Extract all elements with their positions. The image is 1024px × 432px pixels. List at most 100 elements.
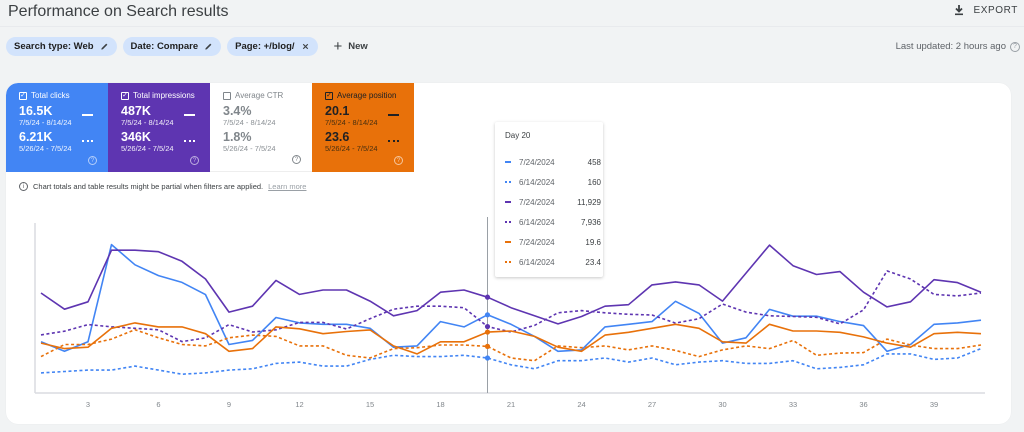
help-icon[interactable]: ? [394, 156, 403, 165]
help-icon[interactable]: ? [190, 156, 199, 165]
series-line-5 [40, 328, 982, 362]
x-tick-label: 18 [436, 400, 444, 409]
series-line-4 [40, 322, 982, 355]
pencil-icon[interactable] [100, 42, 109, 51]
performance-card: 3 6 9 12 15 18 21 24 27 30 33 36 39 ✓ Total clicks 16… [6, 83, 1011, 424]
x-tick-label: 9 [227, 400, 231, 409]
checkbox-checked-icon[interactable]: ✓ [121, 91, 129, 100]
series-line-0 [40, 243, 982, 353]
series-line-1 [40, 347, 982, 376]
filter-chip-page[interactable]: Page: +/blog/ [227, 37, 318, 56]
metric-label: Total impressions [133, 91, 195, 100]
chip-label: Date: Compare [130, 41, 199, 52]
metric-value-previous: 346K [121, 130, 151, 144]
help-icon[interactable]: ? [1010, 41, 1020, 52]
export-label: EXPORT [973, 4, 1018, 16]
checkbox-checked-icon[interactable]: ✓ [325, 91, 333, 100]
dotted-line-legend-icon [82, 140, 93, 142]
metric-range-current: 7/5/24 - 8/14/24 [325, 118, 378, 127]
metric-range-current: 7/5/24 - 8/14/24 [223, 118, 276, 127]
download-icon [955, 5, 964, 16]
learn-more-link[interactable]: Learn more [268, 182, 307, 191]
x-tick-label: 24 [577, 400, 585, 409]
last-updated-text: Last updated: 2 hours ago [895, 41, 1006, 52]
chip-label: Page: +/blog/ [235, 41, 295, 52]
metric-value-current: 487K [121, 104, 151, 118]
metric-label: Total clicks [31, 91, 70, 100]
tooltip-date: 6/14/2024 [519, 257, 555, 267]
filter-bar: Search type: Web Date: Compare Page: +/b… [6, 37, 374, 56]
tooltip-row: 7/24/2024 11,929 [505, 192, 603, 212]
x-tick-label: 36 [859, 400, 867, 409]
metric-label: Average position [337, 91, 397, 100]
export-button[interactable]: EXPORT [953, 4, 1018, 16]
metric-range-current: 7/5/24 - 8/14/24 [19, 118, 72, 127]
tooltip-date: 7/24/2024 [519, 197, 555, 207]
chip-label: Search type: Web [14, 41, 94, 52]
tooltip-row: 6/14/2024 160 [505, 172, 603, 192]
dotted-line-legend-icon [184, 140, 195, 142]
tooltip-title: Day 20 [505, 131, 531, 140]
pencil-icon[interactable] [204, 42, 213, 51]
metric-range-previous: 5/26/24 - 7/5/24 [121, 144, 174, 153]
tooltip-date: 6/14/2024 [519, 177, 555, 187]
series-line-3 [40, 270, 982, 343]
help-icon[interactable]: ? [292, 155, 301, 164]
hover-point [484, 312, 491, 318]
metric-range-current: 7/5/24 - 8/14/24 [121, 118, 174, 127]
metric-range-previous: 5/26/24 - 7/5/24 [223, 144, 276, 153]
notice-text: Chart totals and table results might be … [33, 182, 264, 191]
tooltip-value: 7,936 [580, 217, 601, 227]
metric-value-previous: 1.8% [223, 130, 252, 144]
metric-total-impressions[interactable]: ✓ Total impressions 487K 7/5/24 - 8/14/24… [108, 83, 210, 172]
filter-chip-date[interactable]: Date: Compare [122, 37, 222, 56]
checkbox-checked-icon[interactable]: ✓ [19, 91, 27, 100]
checkbox-unchecked-icon[interactable] [223, 91, 231, 100]
tooltip-value: 458 [587, 157, 601, 167]
solid-line-legend-icon [505, 161, 511, 163]
top-bar: Performance on Search results EXPORT [0, 0, 1024, 27]
tooltip-date: 6/14/2024 [519, 217, 555, 227]
dotted-line-legend-icon [505, 221, 511, 223]
dotted-line-legend-icon [388, 140, 399, 142]
hover-point [484, 323, 491, 330]
performance-chart: 3 6 9 12 15 18 21 24 27 30 33 36 39 [34, 217, 985, 409]
dotted-line-legend-icon [505, 261, 511, 263]
hover-point [484, 343, 491, 349]
partial-data-notice: i Chart totals and table results might b… [19, 182, 306, 191]
close-icon[interactable] [301, 42, 310, 51]
info-icon: i [19, 182, 28, 191]
metric-tabs: ✓ Total clicks 16.5K 7/5/24 - 8/14/24 6.2… [6, 83, 414, 172]
tooltip-date: 7/24/2024 [519, 157, 555, 167]
solid-line-legend-icon [505, 241, 511, 243]
hover-point [484, 355, 491, 361]
metric-range-previous: 5/26/24 - 7/5/24 [19, 144, 72, 153]
x-tick-label: 6 [156, 400, 160, 409]
page-title: Performance on Search results [8, 3, 229, 20]
metric-total-clicks[interactable]: ✓ Total clicks 16.5K 7/5/24 - 8/14/24 6.2… [6, 83, 108, 172]
series-line-2 [40, 244, 982, 325]
plus-icon: + [333, 38, 343, 55]
metric-value-previous: 23.6 [325, 130, 350, 144]
x-tick-label: 30 [718, 400, 726, 409]
new-filter-button[interactable]: + New [328, 39, 374, 54]
solid-line-legend-icon [388, 114, 399, 116]
x-tick-label: 3 [86, 400, 90, 409]
x-tick-label: 39 [930, 400, 938, 409]
help-icon[interactable]: ? [88, 156, 97, 165]
metric-average-ctr[interactable]: Average CTR 3.4% 7/5/24 - 8/14/24 1.8% 5… [210, 83, 312, 172]
solid-line-legend-icon [184, 114, 195, 116]
tooltip-row: 7/24/2024 19.6 [505, 232, 603, 252]
metric-average-position[interactable]: ✓ Average position 20.1 7/5/24 - 8/14/24 … [312, 83, 414, 172]
chart-tooltip: Day 20 7/24/2024 458 6/14/2024 160 7/24/2024… [495, 122, 603, 277]
filter-chip-search-type[interactable]: Search type: Web [6, 37, 117, 56]
metric-value-current: 20.1 [325, 104, 350, 118]
tooltip-row: 6/14/2024 23.4 [505, 252, 603, 272]
hover-point [484, 329, 491, 335]
dotted-line-legend-icon [505, 181, 511, 183]
x-tick-label: 33 [789, 400, 797, 409]
metric-range-previous: 5/26/24 - 7/5/24 [325, 144, 378, 153]
x-tick-label: 27 [648, 400, 656, 409]
solid-line-legend-icon [82, 114, 93, 116]
metric-value-previous: 6.21K [19, 130, 53, 144]
